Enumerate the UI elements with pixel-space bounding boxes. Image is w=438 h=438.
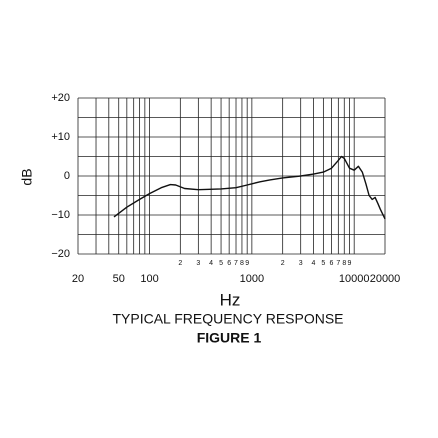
- response-line: [113, 155, 386, 220]
- x-minor-tick-label: 7: [336, 260, 340, 267]
- x-minor-tick-label: 9: [245, 260, 249, 267]
- chart-title: TYPICAL FREQUENCY RESPONSE: [112, 311, 343, 327]
- x-minor-tick-label: 6: [330, 260, 334, 267]
- x-minor-tick-label: 8: [240, 260, 244, 267]
- y-tick-label: +20: [51, 92, 70, 104]
- x-minor-tick-label: 3: [196, 260, 200, 267]
- x-tick-label: 20: [72, 273, 84, 285]
- y-axis-label: dB: [19, 168, 35, 185]
- y-tick-label: +10: [51, 131, 70, 143]
- chart-subtitle: FIGURE 1: [197, 330, 262, 346]
- x-minor-tick-label: 5: [321, 260, 325, 267]
- x-minor-tick-label: 4: [209, 260, 213, 267]
- x-minor-tick-label: 9: [348, 260, 352, 267]
- x-axis-label: Hz: [220, 290, 241, 309]
- x-tick-label: 1000: [240, 273, 264, 285]
- x-tick-label: 10000: [339, 273, 370, 285]
- x-minor-tick-label: 3: [299, 260, 303, 267]
- y-tick-label: −20: [51, 248, 70, 260]
- x-minor-tick-label: 8: [342, 260, 346, 267]
- x-tick-label: 50: [113, 273, 125, 285]
- x-minor-tick-label: 2: [281, 260, 285, 267]
- x-minor-tick-label: 7: [234, 260, 238, 267]
- x-minor-tick-label: 2: [178, 260, 182, 267]
- x-minor-tick-label: 6: [227, 260, 231, 267]
- x-tick-label: 100: [140, 273, 158, 285]
- x-minor-tick-label: 4: [312, 260, 316, 267]
- x-tick-label: 20000: [370, 273, 401, 285]
- y-tick-label: 0: [64, 170, 70, 182]
- y-tick-label: −10: [51, 209, 70, 221]
- x-minor-tick-label: 5: [219, 260, 223, 267]
